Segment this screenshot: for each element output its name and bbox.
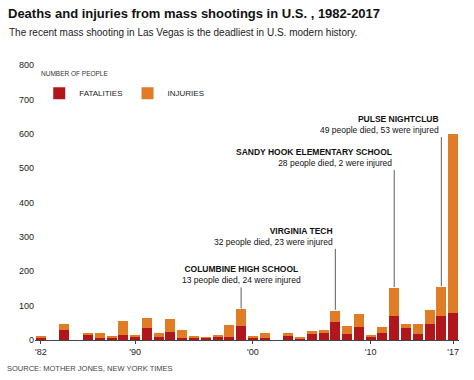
svg-text:SOURCE: MOTHER JONES, NEW YORK: SOURCE: MOTHER JONES, NEW YORK TIMES [7,364,173,373]
svg-text:300: 300 [19,232,34,242]
svg-text:VIRGINIA TECH32 people died, 2: VIRGINIA TECH32 people died, 23 were inj… [214,226,333,247]
svg-text:700: 700 [19,95,34,105]
svg-text:COLUMBINE HIGH SCHOOL13 people: COLUMBINE HIGH SCHOOL13 people died, 24 … [182,264,301,285]
svg-text:FATALITIES: FATALITIES [79,89,122,98]
svg-text:PULSE NIGHTCLUB49 people died,: PULSE NIGHTCLUB49 people died, 53 were i… [320,114,439,135]
svg-text:600: 600 [19,129,34,139]
svg-text:The recent mass shooting in La: The recent mass shooting in Las Vegas is… [9,27,357,38]
svg-text:400: 400 [19,198,34,208]
svg-text:0: 0 [29,335,34,345]
svg-text:200: 200 [19,266,34,276]
svg-text:'10: '10 [365,347,377,357]
svg-text:INJURIES: INJURIES [168,89,204,98]
svg-text:'00: '00 [247,347,259,357]
svg-text:100: 100 [19,301,34,311]
svg-text:800: 800 [19,60,34,70]
svg-text:NUMBER OF PEOPLE: NUMBER OF PEOPLE [41,70,108,77]
svg-text:'17: '17 [447,347,459,357]
svg-text:500: 500 [19,163,34,173]
svg-text:'82: '82 [35,347,47,357]
svg-text:Deaths and injuries from mass: Deaths and injuries from mass shootings … [8,6,380,21]
svg-text:'90: '90 [129,347,141,357]
svg-text:SANDY HOOK ELEMENTARY SCHOOL28: SANDY HOOK ELEMENTARY SCHOOL28 people di… [236,147,392,168]
